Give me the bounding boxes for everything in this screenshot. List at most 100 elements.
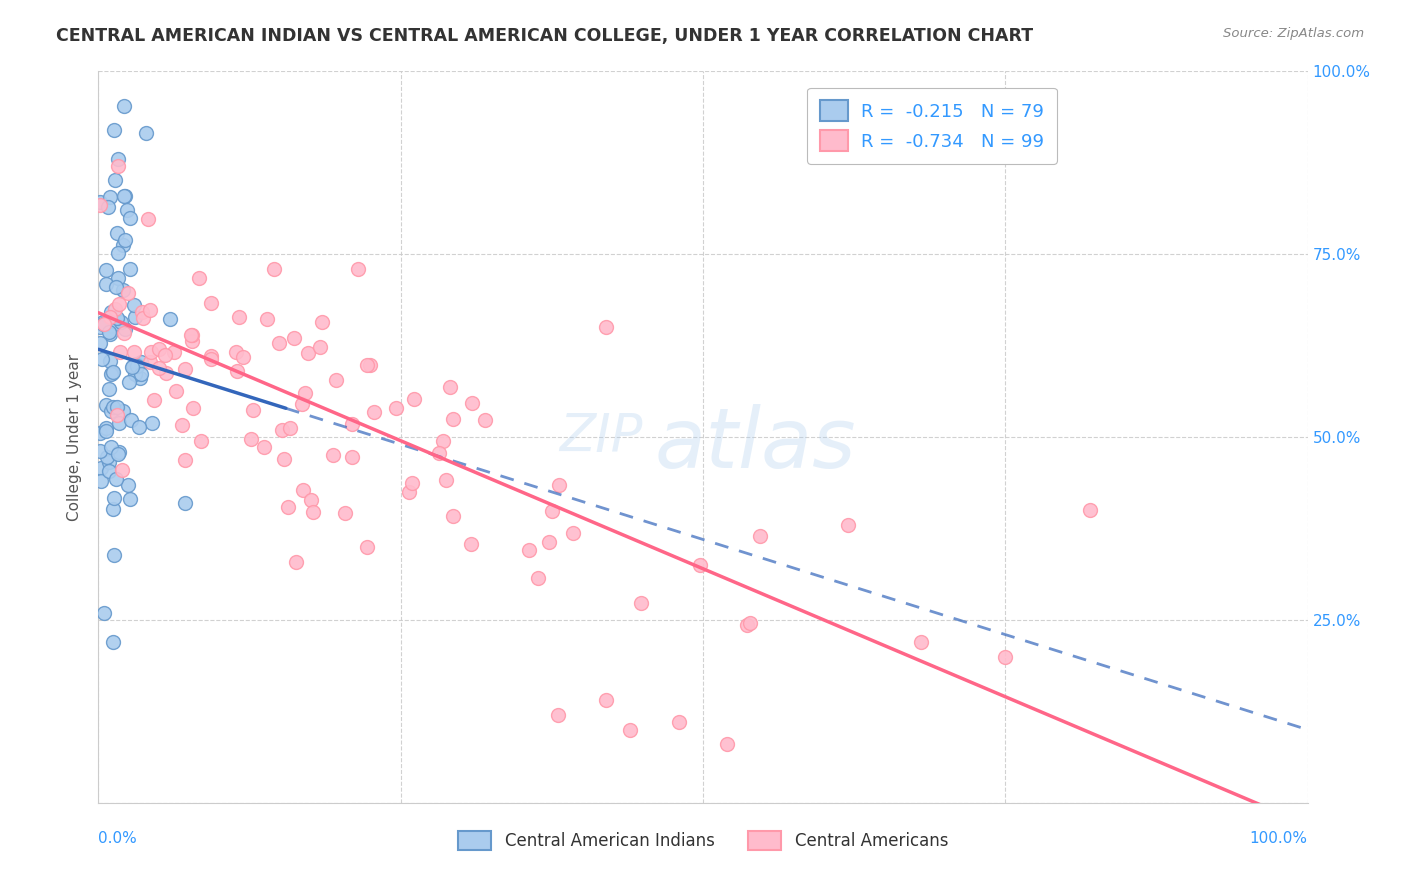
- Point: [110, 315, 132, 329]
- Point: [540, 504, 562, 518]
- Point: [277, 500, 299, 515]
- Point: [322, 448, 344, 462]
- Point: [120, 491, 142, 506]
- Point: [232, 350, 254, 364]
- Point: [340, 450, 363, 465]
- Point: [91, 315, 114, 329]
- Point: [527, 571, 550, 585]
- Point: [117, 286, 139, 301]
- Point: [98, 189, 121, 203]
- Point: [89, 426, 111, 441]
- Point: [107, 159, 129, 173]
- Point: [294, 386, 316, 401]
- Point: [129, 370, 152, 384]
- Point: [94, 277, 117, 291]
- Point: [107, 152, 129, 166]
- Point: [346, 262, 368, 277]
- Point: [910, 635, 932, 649]
- Point: [89, 195, 111, 210]
- Point: [104, 301, 127, 316]
- Point: [131, 305, 153, 319]
- Point: [595, 320, 617, 334]
- Point: [89, 198, 111, 212]
- Point: [173, 453, 195, 467]
- Point: [273, 451, 295, 466]
- Point: [93, 606, 115, 620]
- Point: [100, 305, 122, 319]
- Point: [340, 417, 363, 431]
- Point: [297, 346, 319, 360]
- Point: [180, 328, 202, 343]
- Point: [125, 357, 148, 371]
- Point: [112, 326, 135, 340]
- Point: [97, 200, 120, 214]
- Point: [180, 328, 202, 343]
- Point: [181, 334, 204, 348]
- Point: [434, 473, 457, 487]
- Point: [735, 618, 758, 632]
- Point: [401, 475, 423, 490]
- Point: [239, 433, 262, 447]
- Point: [100, 354, 122, 368]
- Point: [283, 330, 305, 344]
- Point: [538, 535, 561, 549]
- Point: [837, 517, 859, 532]
- Point: [112, 99, 135, 113]
- Point: [128, 420, 150, 434]
- Point: [136, 212, 159, 227]
- Point: [96, 398, 118, 412]
- Point: [98, 310, 121, 325]
- Point: [117, 203, 139, 218]
- Point: [100, 319, 122, 334]
- Point: [117, 478, 139, 492]
- Point: [311, 315, 333, 329]
- Point: [356, 358, 378, 372]
- Point: [291, 483, 314, 497]
- Point: [174, 496, 197, 510]
- Point: [96, 450, 118, 464]
- Point: [333, 506, 356, 520]
- Point: [174, 362, 197, 376]
- Point: [110, 463, 132, 477]
- Point: [461, 396, 484, 410]
- Legend: Central American Indians, Central Americans: Central American Indians, Central Americ…: [451, 824, 955, 856]
- Point: [108, 344, 131, 359]
- Point: [278, 421, 301, 435]
- Point: [94, 425, 117, 439]
- Point: [131, 355, 153, 369]
- Point: [90, 475, 112, 489]
- Point: [432, 434, 454, 448]
- Text: Source: ZipAtlas.com: Source: ZipAtlas.com: [1223, 27, 1364, 40]
- Point: [359, 358, 381, 372]
- Point: [517, 542, 540, 557]
- Point: [120, 262, 142, 277]
- Point: [200, 351, 222, 366]
- Point: [112, 188, 135, 202]
- Point: [253, 440, 276, 454]
- Point: [427, 446, 450, 460]
- Point: [263, 262, 285, 277]
- Point: [181, 401, 204, 415]
- Point: [299, 492, 322, 507]
- Point: [97, 325, 120, 339]
- Point: [474, 413, 496, 427]
- Point: [155, 366, 177, 380]
- Point: [716, 737, 738, 751]
- Point: [90, 460, 112, 475]
- Point: [107, 297, 129, 311]
- Point: [135, 126, 157, 140]
- Point: [97, 455, 120, 469]
- Point: [269, 336, 291, 351]
- Point: [118, 375, 141, 389]
- Point: [148, 361, 170, 376]
- Point: [170, 417, 193, 432]
- Point: [105, 311, 128, 326]
- Point: [595, 693, 617, 707]
- Point: [200, 296, 222, 310]
- Point: [460, 537, 482, 551]
- Point: [139, 303, 162, 318]
- Point: [398, 485, 420, 500]
- Point: [97, 464, 120, 478]
- Point: [89, 320, 111, 334]
- Point: [103, 491, 125, 506]
